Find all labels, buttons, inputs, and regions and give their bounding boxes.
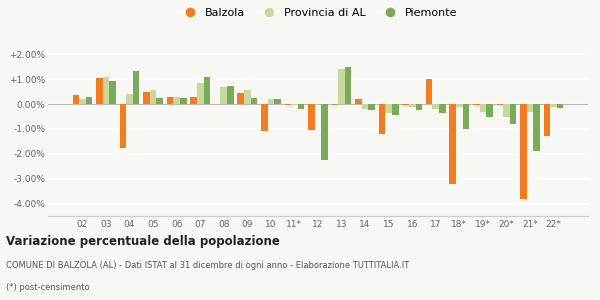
Bar xyxy=(473,104,479,105)
Bar xyxy=(439,104,446,113)
Bar xyxy=(180,98,187,104)
Bar xyxy=(79,99,86,104)
Text: Variazione percentuale della popolazione: Variazione percentuale della popolazione xyxy=(6,235,280,248)
Bar xyxy=(190,97,197,104)
Bar xyxy=(103,77,109,104)
Bar xyxy=(527,104,533,112)
Bar xyxy=(150,91,157,104)
Bar xyxy=(449,104,456,184)
Bar xyxy=(291,104,298,105)
Bar xyxy=(557,104,563,108)
Bar xyxy=(244,91,251,104)
Text: (*) post-censimento: (*) post-censimento xyxy=(6,283,89,292)
Bar xyxy=(284,104,291,105)
Bar xyxy=(550,104,557,106)
Bar xyxy=(251,98,257,104)
Legend: Balzola, Provincia di AL, Piemonte: Balzola, Provincia di AL, Piemonte xyxy=(175,4,461,22)
Bar xyxy=(96,78,103,104)
Bar xyxy=(379,104,385,134)
Bar xyxy=(332,104,338,105)
Bar xyxy=(238,93,244,104)
Bar xyxy=(220,87,227,104)
Text: COMUNE DI BALZOLA (AL) - Dati ISTAT al 31 dicembre di ogni anno - Elaborazione T: COMUNE DI BALZOLA (AL) - Dati ISTAT al 3… xyxy=(6,262,409,271)
Bar xyxy=(119,104,126,148)
Bar xyxy=(338,69,345,104)
Bar xyxy=(197,83,203,104)
Bar xyxy=(403,104,409,105)
Bar xyxy=(345,67,352,104)
Bar xyxy=(463,104,469,129)
Bar xyxy=(503,104,510,117)
Bar xyxy=(86,97,92,104)
Bar xyxy=(268,99,274,104)
Bar xyxy=(321,104,328,160)
Bar xyxy=(416,104,422,110)
Bar xyxy=(355,99,362,104)
Bar xyxy=(298,104,304,109)
Bar xyxy=(544,104,550,136)
Bar xyxy=(157,98,163,104)
Bar xyxy=(133,70,139,104)
Bar xyxy=(497,104,503,105)
Bar xyxy=(167,97,173,104)
Bar xyxy=(510,104,517,124)
Bar xyxy=(409,104,416,106)
Bar xyxy=(203,77,210,104)
Bar xyxy=(426,79,433,104)
Bar xyxy=(126,94,133,104)
Bar xyxy=(486,104,493,117)
Bar xyxy=(433,104,439,109)
Bar xyxy=(274,99,281,104)
Bar xyxy=(308,104,315,130)
Bar xyxy=(109,80,116,104)
Bar xyxy=(261,104,268,131)
Bar xyxy=(227,85,233,104)
Bar xyxy=(73,95,79,104)
Bar xyxy=(368,104,375,110)
Bar xyxy=(392,104,398,115)
Bar xyxy=(385,104,392,113)
Bar xyxy=(456,104,463,106)
Bar xyxy=(173,97,180,104)
Bar xyxy=(479,104,486,112)
Bar xyxy=(533,104,540,152)
Bar xyxy=(362,104,368,109)
Bar xyxy=(520,104,527,199)
Bar xyxy=(143,92,150,104)
